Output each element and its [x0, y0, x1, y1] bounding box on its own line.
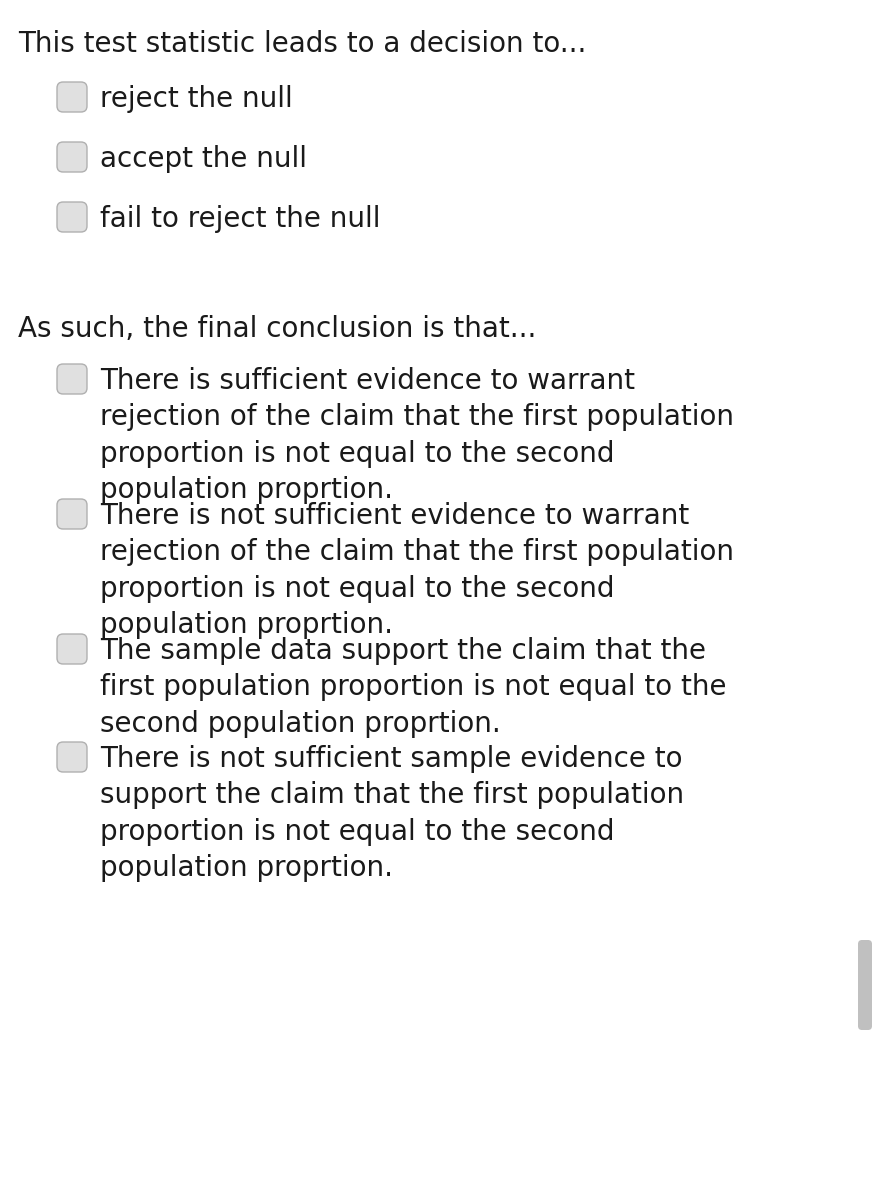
Text: reject the null: reject the null — [100, 85, 293, 113]
FancyBboxPatch shape — [57, 742, 87, 772]
Text: There is not sufficient evidence to warrant
rejection of the claim that the firs: There is not sufficient evidence to warr… — [100, 502, 734, 640]
FancyBboxPatch shape — [57, 499, 87, 529]
FancyBboxPatch shape — [57, 82, 87, 112]
Text: This test statistic leads to a decision to...: This test statistic leads to a decision … — [18, 30, 586, 58]
FancyBboxPatch shape — [57, 142, 87, 172]
FancyBboxPatch shape — [858, 940, 872, 1030]
Text: fail to reject the null: fail to reject the null — [100, 205, 380, 233]
FancyBboxPatch shape — [57, 634, 87, 664]
FancyBboxPatch shape — [57, 364, 87, 394]
Text: As such, the final conclusion is that...: As such, the final conclusion is that... — [18, 314, 537, 343]
Text: accept the null: accept the null — [100, 145, 307, 173]
Text: There is sufficient evidence to warrant
rejection of the claim that the first po: There is sufficient evidence to warrant … — [100, 367, 734, 504]
FancyBboxPatch shape — [57, 202, 87, 232]
Text: The sample data support the claim that the
first population proportion is not eq: The sample data support the claim that t… — [100, 637, 727, 738]
Text: There is not sufficient sample evidence to
support the claim that the first popu: There is not sufficient sample evidence … — [100, 745, 684, 882]
